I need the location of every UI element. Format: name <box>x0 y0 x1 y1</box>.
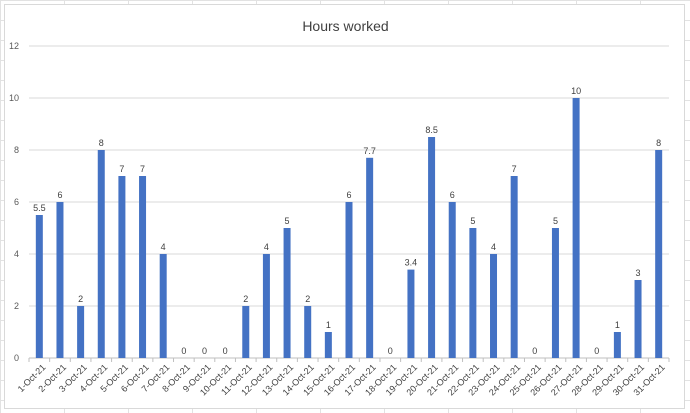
y-tick-label: 0 <box>14 353 19 363</box>
bar <box>118 176 126 358</box>
data-label: 3 <box>636 268 641 278</box>
bar <box>655 150 663 358</box>
bar <box>324 332 332 358</box>
bar <box>634 280 642 358</box>
y-tick-label: 6 <box>14 197 19 207</box>
bar <box>448 202 456 358</box>
bar-chart: 0246810125.51-Oct-2162-Oct-2123-Oct-2184… <box>9 41 670 398</box>
data-label: 1 <box>615 320 620 330</box>
bar <box>572 98 580 358</box>
data-label: 0 <box>223 346 228 356</box>
data-label: 4 <box>161 242 166 252</box>
data-label: 0 <box>202 346 207 356</box>
bar <box>283 228 291 358</box>
chart-area[interactable]: Hours worked 0 2 4 6 8 10 12 5.5 1-Oct-21 6 2-Oct-… <box>4 4 685 409</box>
bar <box>407 269 415 358</box>
bar <box>56 202 64 358</box>
bar <box>428 137 436 358</box>
y-tick-label: 12 <box>9 41 19 51</box>
bar <box>469 228 477 358</box>
data-label: 8 <box>99 138 104 148</box>
data-label: 0 <box>532 346 537 356</box>
data-label: 7 <box>140 164 145 174</box>
data-label: 4 <box>264 242 269 252</box>
data-label: 1 <box>326 320 331 330</box>
y-tick-label: 2 <box>14 301 19 311</box>
data-label: 0 <box>594 346 599 356</box>
data-label: 5.5 <box>33 203 46 213</box>
bar <box>139 176 147 358</box>
data-label: 8.5 <box>425 125 438 135</box>
data-label: 0 <box>388 346 393 356</box>
data-label: 7 <box>119 164 124 174</box>
bar <box>366 157 374 358</box>
bar <box>159 254 167 358</box>
data-label: 5 <box>553 216 558 226</box>
bar <box>77 306 85 358</box>
chart-title: Hours worked <box>302 18 389 34</box>
bar <box>304 306 312 358</box>
bar <box>510 176 518 358</box>
bar <box>613 332 621 358</box>
bar <box>97 150 105 358</box>
data-label: 8 <box>656 138 661 148</box>
data-label: 6 <box>346 190 351 200</box>
data-label: 6 <box>450 190 455 200</box>
bar <box>551 228 559 358</box>
bar <box>35 215 43 358</box>
data-label: 0 <box>181 346 186 356</box>
bar <box>490 254 498 358</box>
bar <box>242 306 250 358</box>
data-label: 2 <box>243 294 248 304</box>
data-label: 3.4 <box>405 258 418 268</box>
bar <box>262 254 270 358</box>
data-label: 5 <box>470 216 475 226</box>
y-tick-label: 8 <box>14 145 19 155</box>
data-label: 2 <box>305 294 310 304</box>
data-label: 5 <box>285 216 290 226</box>
data-label: 2 <box>78 294 83 304</box>
data-label: 6 <box>57 190 62 200</box>
data-label: 7 <box>512 164 517 174</box>
data-label: 7.7 <box>363 146 376 156</box>
data-label: 10 <box>571 86 581 96</box>
y-tick-label: 10 <box>9 93 19 103</box>
data-label: 4 <box>491 242 496 252</box>
bar <box>345 202 353 358</box>
y-tick-label: 4 <box>14 249 19 259</box>
